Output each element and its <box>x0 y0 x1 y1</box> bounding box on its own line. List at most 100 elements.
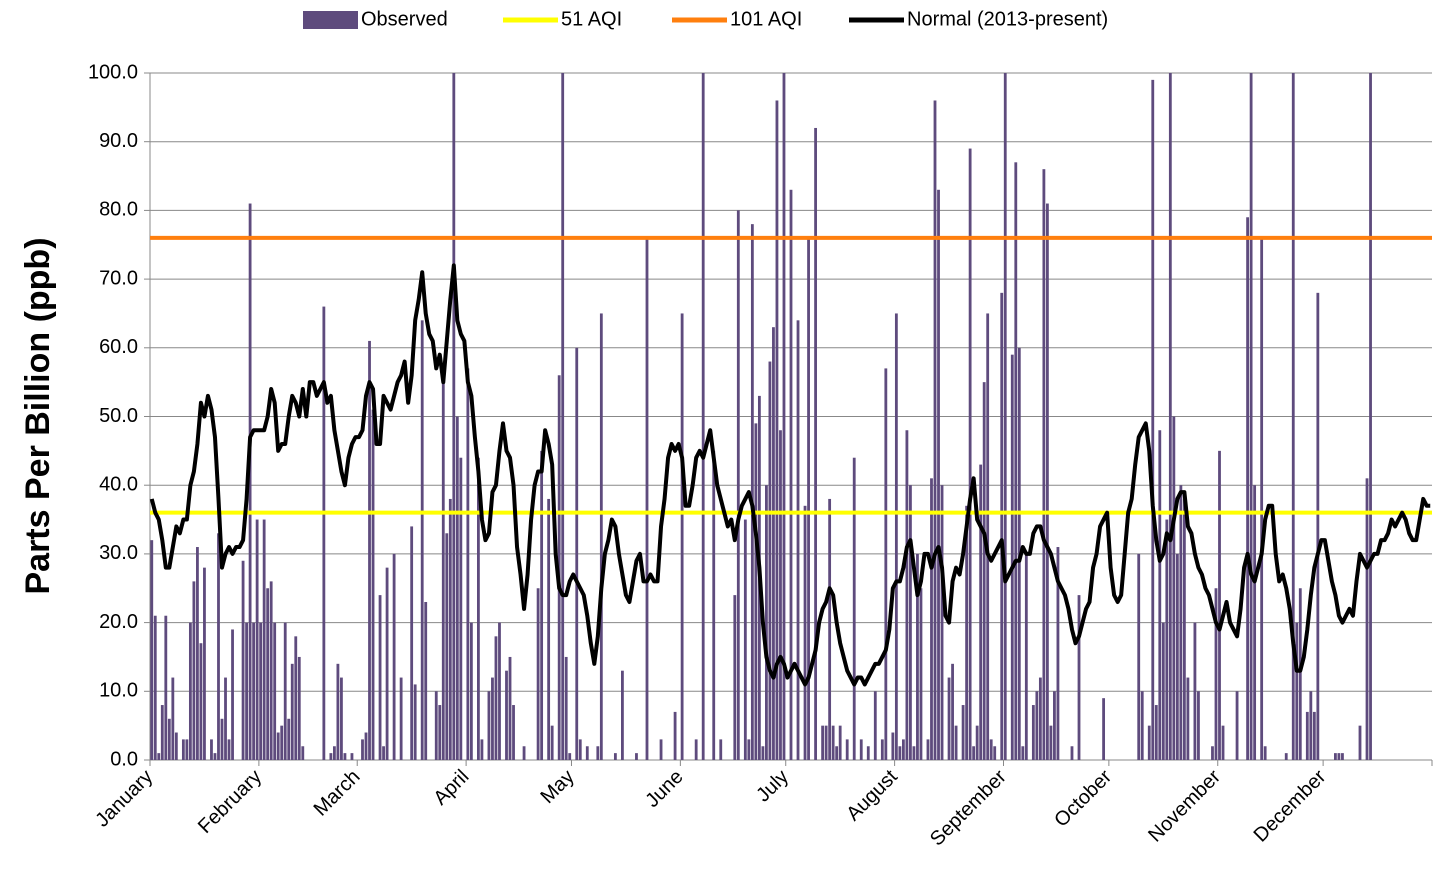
bar <box>814 127 817 760</box>
bar <box>185 739 189 760</box>
bar <box>245 622 248 760</box>
bar <box>673 711 677 760</box>
bar <box>1298 588 1302 760</box>
bar <box>455 416 459 760</box>
bar <box>188 622 192 760</box>
bar <box>371 409 375 760</box>
bar <box>378 595 382 760</box>
bar <box>167 718 171 760</box>
bar <box>262 519 266 760</box>
bar <box>413 684 417 760</box>
bar <box>199 643 203 760</box>
bar <box>719 739 723 760</box>
bar <box>287 718 291 760</box>
bar <box>508 656 512 760</box>
x-tick-label: June <box>641 766 687 812</box>
bar <box>1214 588 1218 760</box>
bar <box>505 670 508 760</box>
y-tick-label: 80.0 <box>99 199 138 221</box>
bar <box>1358 725 1362 760</box>
x-tick-label: May <box>536 766 578 808</box>
bar <box>1316 292 1320 760</box>
bar <box>898 746 902 760</box>
bar <box>575 347 579 760</box>
bar <box>1334 753 1337 760</box>
bar <box>157 753 161 760</box>
bar <box>1154 705 1158 760</box>
bar <box>1035 691 1039 760</box>
bar <box>803 505 807 760</box>
bar <box>343 753 347 760</box>
bar <box>1147 725 1151 760</box>
bar <box>982 382 986 760</box>
bar <box>273 622 277 760</box>
bar <box>382 746 385 760</box>
y-tick-label: 40.0 <box>99 473 138 495</box>
bar <box>796 320 800 760</box>
bar <box>399 677 403 760</box>
bar <box>926 739 930 760</box>
bar <box>743 519 747 760</box>
bar <box>283 622 287 760</box>
y-tick-label: 30.0 <box>99 542 138 564</box>
bar <box>564 656 568 760</box>
bar <box>1151 79 1155 761</box>
bar <box>954 725 958 760</box>
bar <box>894 313 898 760</box>
bar <box>901 739 905 760</box>
bar <box>1168 73 1172 760</box>
legend-label: Observed <box>361 8 448 30</box>
bar <box>441 368 445 760</box>
bar <box>350 753 354 760</box>
bar <box>831 725 835 760</box>
bar <box>1172 416 1176 760</box>
bar <box>1077 595 1081 760</box>
bar <box>217 533 220 760</box>
bar <box>621 670 624 760</box>
bar <box>859 739 863 760</box>
bar <box>972 746 976 760</box>
bar <box>585 746 589 760</box>
bar <box>975 725 979 760</box>
bar <box>213 753 217 760</box>
bar <box>775 100 779 761</box>
bar <box>754 423 758 760</box>
bar <box>522 746 526 760</box>
bar <box>961 705 965 760</box>
bar <box>986 313 990 760</box>
y-tick-label: 10.0 <box>99 680 138 702</box>
bar <box>164 615 168 760</box>
bar <box>838 725 842 760</box>
bar <box>596 746 600 760</box>
bar <box>761 746 765 760</box>
bar <box>1000 292 1004 760</box>
bar <box>424 601 428 760</box>
bar <box>1102 698 1106 760</box>
bar <box>993 746 997 760</box>
bar <box>276 732 280 760</box>
bar <box>420 320 424 760</box>
bar <box>772 327 775 760</box>
bar <box>1253 485 1257 760</box>
bar <box>1284 753 1288 760</box>
y-axis-label: Parts Per Billion (ppb) <box>19 237 57 594</box>
bar <box>979 464 983 760</box>
bar <box>452 73 456 760</box>
legend-label: 101 AQI <box>730 8 802 30</box>
bar <box>866 746 870 760</box>
bar <box>160 705 164 760</box>
bar <box>1235 691 1239 760</box>
bar <box>1038 677 1042 760</box>
bar <box>181 739 185 760</box>
y-tick-label: 0.0 <box>110 748 138 770</box>
bar <box>937 189 940 761</box>
bar <box>476 457 480 760</box>
bar <box>659 739 663 760</box>
bar <box>1003 73 1007 760</box>
bar <box>1158 430 1162 760</box>
bar <box>1369 73 1372 760</box>
bar <box>989 739 993 760</box>
bar <box>821 725 825 760</box>
bar <box>845 739 849 760</box>
